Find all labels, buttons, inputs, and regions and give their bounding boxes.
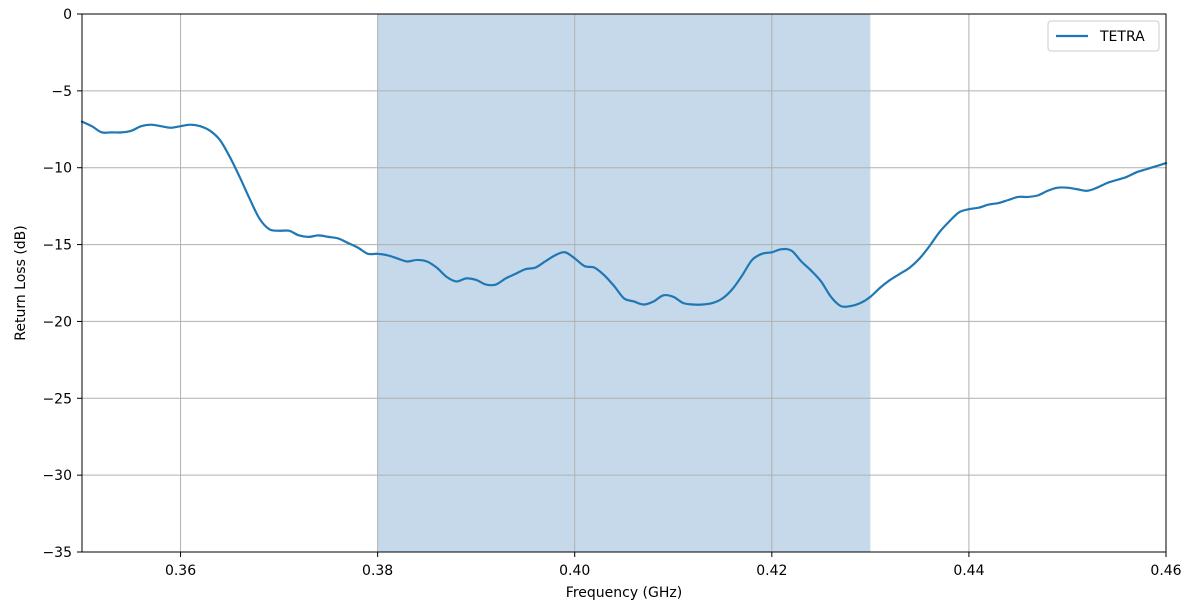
y-tick-label: −10	[42, 161, 72, 177]
shaded-band	[377, 14, 871, 552]
y-axis-ticks: 0 −5 −10 −15 −20 −25 −30 −35	[42, 7, 82, 561]
x-tick-label: 0.46	[1150, 563, 1181, 579]
x-axis-label: Frequency (GHz)	[566, 585, 682, 601]
legend-label-tetra: TETRA	[1099, 29, 1145, 45]
y-tick-label: −25	[42, 391, 72, 407]
x-tick-label: 0.38	[362, 563, 393, 579]
x-tick-label: 0.44	[953, 563, 984, 579]
y-tick-label: −15	[42, 238, 72, 254]
y-tick-label: −5	[51, 84, 72, 100]
series-line-tetra	[80, 120, 1168, 308]
legend: TETRA	[1047, 20, 1160, 52]
x-tick-label: 0.40	[559, 563, 590, 579]
y-tick-label: 0	[63, 7, 72, 23]
y-tick-label: −30	[42, 468, 72, 484]
legend-box	[1047, 20, 1160, 52]
x-axis-ticks: 0.36 0.38 0.40 0.42 0.44 0.46	[165, 552, 1182, 579]
x-tick-label: 0.36	[165, 563, 196, 579]
y-axis-label: Return Loss (dB)	[13, 225, 29, 340]
x-tick-label: 0.42	[756, 563, 787, 579]
plot-frame	[81, 13, 1167, 553]
y-tick-label: −35	[42, 545, 72, 561]
y-tick-label: −20	[42, 314, 72, 330]
